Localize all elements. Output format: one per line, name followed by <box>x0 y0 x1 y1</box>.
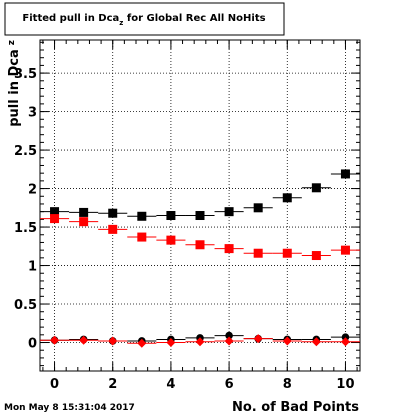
data-point-square <box>79 207 89 217</box>
data-point-square <box>195 240 205 250</box>
y-axis-label-sub: z <box>7 40 17 45</box>
data-point-square <box>282 193 292 203</box>
y-tick-label: 3.5 <box>14 67 37 82</box>
y-tick-label: 1.5 <box>14 221 37 236</box>
data-point-square <box>137 211 147 221</box>
x-tick-label: 8 <box>283 377 292 392</box>
chart-title-main: Fitted pull in Dca <box>22 13 119 24</box>
data-point-diamond <box>282 336 292 346</box>
y-tick-label: 1 <box>28 260 37 275</box>
data-point-diamond <box>108 336 118 346</box>
x-tick-label: 4 <box>166 377 175 392</box>
data-point-square <box>311 251 321 261</box>
y-tick-label: 0 <box>28 337 37 352</box>
data-point-square <box>166 235 176 245</box>
data-point-diamond <box>195 337 205 347</box>
data-point-diamond <box>253 334 263 344</box>
chart-title: Fitted pull in Dcaz for Global Rec All N… <box>22 13 265 27</box>
data-point-square <box>50 214 60 224</box>
data-point-diamond <box>166 338 176 348</box>
data-point-square <box>79 217 89 227</box>
data-point-diamond <box>137 338 147 348</box>
data-point-square <box>166 211 176 221</box>
y-tick-label: 2 <box>28 183 37 198</box>
data-point-square <box>311 183 321 193</box>
data-point-square <box>50 207 60 217</box>
title-box <box>4 2 285 36</box>
x-tick-label: 10 <box>336 377 354 392</box>
tick-labels: 0 2 4 6 8 10 0 0.5 1 1.5 2 2.5 3 3.5 <box>14 67 355 392</box>
data-point-square <box>224 244 234 254</box>
data-point-square <box>253 203 263 213</box>
x-tick-label: 6 <box>225 377 234 392</box>
y-axis-label-main: pull in Dca <box>7 49 22 127</box>
plot-frame <box>39 39 361 372</box>
data-point-square <box>340 169 350 179</box>
data-point-diamond <box>79 335 89 345</box>
x-tick-label: 0 <box>50 377 59 392</box>
data-point-square <box>224 207 234 217</box>
chart-title-rest: for Global Rec All NoHits <box>123 13 265 24</box>
data-point-circle <box>341 333 350 341</box>
chart-title-sub: z <box>119 19 123 27</box>
grid-lines <box>40 40 360 371</box>
data-point-square <box>195 211 205 221</box>
data-point-diamond <box>311 337 321 347</box>
data-point-diamond <box>340 337 350 347</box>
data-point-square <box>108 224 118 234</box>
x-tick-label: 2 <box>108 377 117 392</box>
x-axis-label: No. of Bad Points <box>232 400 359 414</box>
y-axis-label: pull in Dca z <box>7 40 22 127</box>
data-point-square <box>340 245 350 255</box>
y-tick-label: 3 <box>28 106 37 121</box>
data-point-diamond <box>50 335 60 345</box>
y-tick-label: 2.5 <box>14 144 37 159</box>
timestamp-label: Mon May 8 15:31:04 2017 <box>4 403 135 413</box>
data-marks <box>40 169 360 348</box>
data-point-diamond <box>224 336 234 346</box>
data-point-circle <box>225 331 233 340</box>
data-point-square <box>137 232 147 242</box>
axis-ticks <box>40 40 360 371</box>
data-point-square <box>253 248 263 258</box>
y-tick-label: 0.5 <box>14 298 37 313</box>
data-point-square <box>108 208 118 218</box>
data-point-square <box>282 248 292 258</box>
